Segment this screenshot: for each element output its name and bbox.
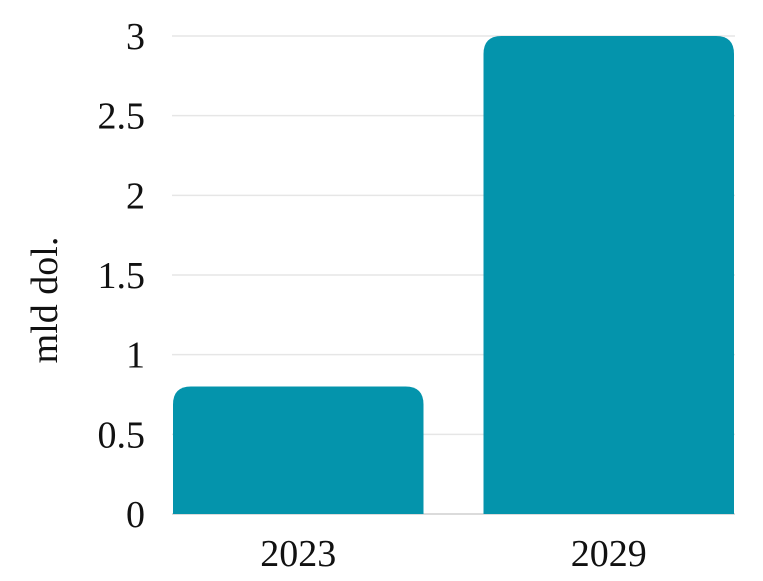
- y-tick-label: 2.5: [98, 96, 146, 138]
- bar-2023: [173, 386, 424, 514]
- y-axis-title: mld dol.: [24, 237, 66, 364]
- bars: [173, 36, 734, 514]
- y-tick-label: 2: [126, 175, 145, 217]
- y-tick-label: 1.5: [98, 255, 146, 297]
- y-tick-label: 3: [126, 16, 145, 58]
- y-tick-label: 0: [126, 494, 145, 536]
- x-tick-label: 2023: [260, 533, 336, 575]
- x-axis-ticks: 2023 2029: [260, 533, 647, 575]
- y-tick-label: 1: [126, 335, 145, 377]
- bar-2029: [483, 36, 734, 514]
- x-tick-label: 2029: [571, 533, 647, 575]
- y-tick-label: 0.5: [98, 414, 146, 456]
- y-axis-ticks: 0 0.5 1 1.5 2 2.5 3: [98, 16, 146, 536]
